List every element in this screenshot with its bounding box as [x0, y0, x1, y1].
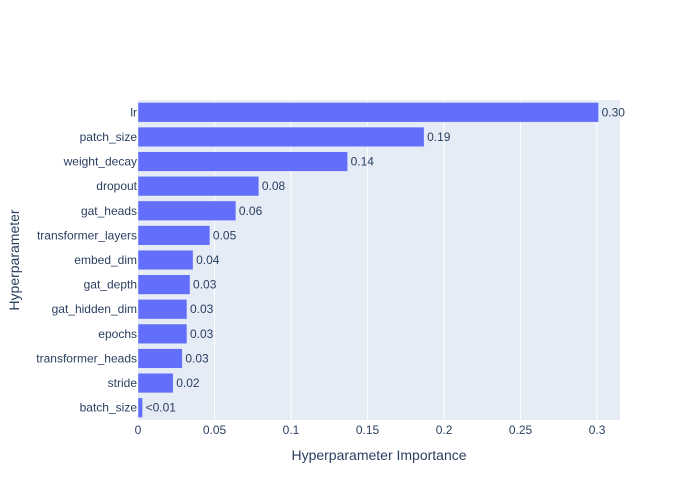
bar-gat-heads — [137, 200, 237, 221]
data-label-batch-size: <0.01 — [146, 401, 177, 415]
bar-gat-hidden-dim — [137, 299, 188, 320]
x-tick-label: 0.2 — [436, 423, 453, 437]
x-tick-label: 0.3 — [589, 423, 606, 437]
data-label-gat-heads: 0.06 — [239, 204, 263, 218]
data-label-patch-size: 0.19 — [427, 130, 451, 144]
data-label-gat-depth: 0.03 — [193, 278, 217, 292]
data-label-lr: 0.30 — [602, 105, 626, 119]
bar-transformer-heads — [137, 348, 183, 369]
data-label-embed-dim: 0.04 — [196, 253, 220, 267]
x-tick-label: 0.15 — [356, 423, 380, 437]
bar-patch-size — [137, 126, 425, 148]
data-label-dropout: 0.08 — [262, 179, 286, 193]
data-label-gat-hidden-dim: 0.03 — [190, 302, 214, 316]
bars — [137, 102, 599, 418]
y-axis-title: Hyperparameter — [6, 209, 22, 310]
y-tick-label-embed-dim: embed_dim — [74, 253, 137, 267]
bar-gat-depth — [137, 274, 191, 295]
data-label-transformer-layers: 0.05 — [213, 228, 237, 242]
x-tick-labels: 0 0.05 0.1 0.15 0.2 0.25 0.3 — [135, 423, 606, 437]
bar-stride — [137, 372, 174, 394]
x-tick-label: 0.05 — [203, 423, 227, 437]
data-label-epochs: 0.03 — [190, 327, 214, 341]
data-label-transformer-heads: 0.03 — [185, 351, 209, 365]
bar-batch-size — [137, 397, 143, 418]
x-tick-label: 0.25 — [509, 423, 533, 437]
y-tick-label-gat-hidden-dim: gat_hidden_dim — [52, 302, 137, 316]
bar-epochs — [137, 323, 188, 344]
y-tick-label-epochs: epochs — [98, 327, 137, 341]
y-tick-label-patch-size: patch_size — [80, 130, 138, 144]
y-tick-label-lr: lr — [130, 105, 137, 119]
x-axis-title: Hyperparameter Importance — [291, 447, 466, 463]
y-tick-label-transformer-layers: transformer_layers — [37, 228, 137, 242]
bar-dropout — [137, 176, 260, 197]
bar-lr — [137, 102, 599, 123]
y-tick-label-dropout: dropout — [96, 179, 137, 193]
y-tick-label-batch-size: batch_size — [80, 401, 138, 415]
y-tick-label-transformer-heads: transformer_heads — [36, 351, 137, 365]
y-tick-label-gat-heads: gat_heads — [81, 204, 137, 218]
y-tick-label-gat-depth: gat_depth — [84, 278, 137, 292]
data-labels: 0.30 0.19 0.14 0.08 0.060.05 0.04 0.03 0.03 0.03… — [146, 105, 626, 414]
data-label-stride: 0.02 — [176, 376, 200, 390]
x-tick-label: 0 — [135, 423, 142, 437]
bar-embed-dim — [137, 249, 194, 271]
bar-transformer-layers — [137, 225, 211, 246]
data-label-weight-decay: 0.14 — [351, 155, 375, 169]
y-tick-label-weight-decay: weight_decay — [63, 155, 137, 169]
x-tick-label: 0.1 — [283, 423, 300, 437]
bar-weight-decay — [137, 151, 348, 172]
y-tick-label-stride: stride — [108, 376, 138, 390]
